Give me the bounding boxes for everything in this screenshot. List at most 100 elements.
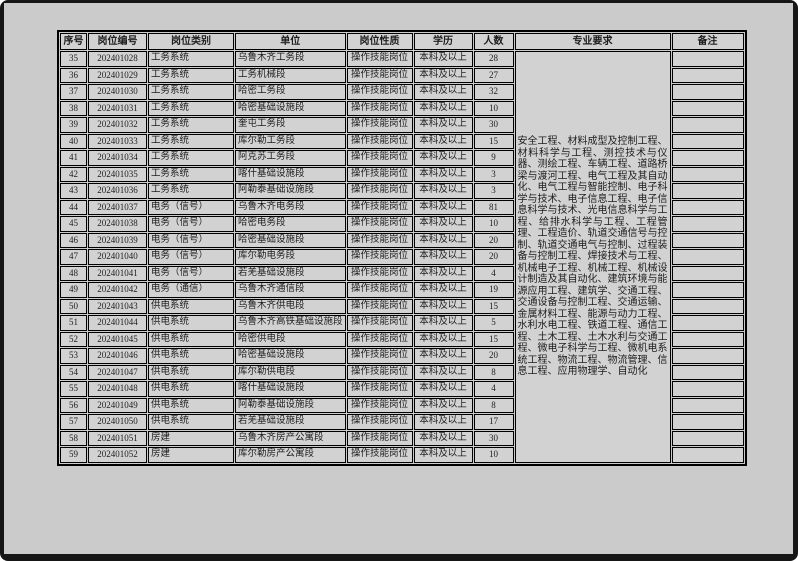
- remark-cell: [671, 397, 744, 413]
- cell-code: 202401048: [88, 381, 147, 397]
- remark-cell: [671, 381, 744, 397]
- cell-serial: 49: [60, 282, 87, 298]
- table-row: 57 202401050 供电系统 若羌基础设施段 操作技能岗位 本科及以上 17: [60, 414, 744, 430]
- cell-count: 10: [473, 100, 514, 116]
- cell-category: 供电系统: [148, 364, 234, 380]
- cell-category: 供电系统: [148, 414, 234, 430]
- cell-education: 本科及以上: [413, 298, 473, 314]
- remark-cell: [671, 447, 744, 463]
- cell-category: 电务（信号）: [148, 249, 234, 265]
- cell-education: 本科及以上: [413, 381, 473, 397]
- cell-code: 202401028: [88, 51, 147, 67]
- cell-code: 202401050: [88, 414, 147, 430]
- cell-code: 202401044: [88, 315, 147, 331]
- cell-category: 电务（通信）: [148, 282, 234, 298]
- cell-unit: 奎屯工务段: [235, 117, 346, 133]
- cell-category: 工务系统: [148, 183, 234, 199]
- cell-serial: 38: [60, 100, 87, 116]
- table-row: 52 202401045 供电系统 哈密供电段 操作技能岗位 本科及以上 15: [60, 331, 744, 347]
- cell-education: 本科及以上: [413, 117, 473, 133]
- column-header-7: 专业要求: [514, 33, 671, 50]
- table-row: 36 202401029 工务系统 工务机械段 操作技能岗位 本科及以上 27: [60, 67, 744, 83]
- cell-nature: 操作技能岗位: [346, 67, 413, 83]
- cell-education: 本科及以上: [413, 133, 473, 149]
- cell-code: 202401046: [88, 348, 147, 364]
- remark-cell: [671, 216, 744, 232]
- cell-category: 供电系统: [148, 298, 234, 314]
- cell-count: 15: [473, 298, 514, 314]
- table-row: 47 202401040 电务（信号） 库尔勒电务段 操作技能岗位 本科及以上 20: [60, 249, 744, 265]
- cell-code: 202401052: [88, 447, 147, 463]
- cell-education: 本科及以上: [413, 447, 473, 463]
- cell-count: 19: [473, 282, 514, 298]
- cell-count: 3: [473, 183, 514, 199]
- cell-code: 202401038: [88, 216, 147, 232]
- cell-category: 工务系统: [148, 133, 234, 149]
- cell-count: 4: [473, 265, 514, 281]
- cell-category: 工务系统: [148, 84, 234, 100]
- cell-nature: 操作技能岗位: [346, 183, 413, 199]
- cell-nature: 操作技能岗位: [346, 447, 413, 463]
- cell-education: 本科及以上: [413, 216, 473, 232]
- remark-cell: [671, 430, 744, 446]
- cell-count: 20: [473, 232, 514, 248]
- cell-category: 供电系统: [148, 315, 234, 331]
- cell-nature: 操作技能岗位: [346, 364, 413, 380]
- cell-unit: 阿克苏工务段: [235, 150, 346, 166]
- cell-education: 本科及以上: [413, 84, 473, 100]
- cell-nature: 操作技能岗位: [346, 414, 413, 430]
- cell-serial: 56: [60, 397, 87, 413]
- cell-code: 202401031: [88, 100, 147, 116]
- table-container: 序号 岗位编号 岗位类别 单位 岗位性质 学历 人数 专业要求 备注 35 202401028 工务…: [57, 30, 747, 466]
- cell-count: 15: [473, 331, 514, 347]
- cell-nature: 操作技能岗位: [346, 397, 413, 413]
- cell-count: 27: [473, 67, 514, 83]
- cell-category: 房建: [148, 430, 234, 446]
- cell-count: 20: [473, 249, 514, 265]
- table-row: 35 202401028 工务系统 乌鲁木齐工务段 操作技能岗位 本科及以上 28 安全工程、…: [60, 51, 744, 463]
- cell-education: 本科及以上: [413, 249, 473, 265]
- cell-nature: 操作技能岗位: [346, 430, 413, 446]
- cell-education: 本科及以上: [413, 282, 473, 298]
- table-row: 43 202401036 工务系统 阿勒泰基础设施段 操作技能岗位 本科及以上 3: [60, 183, 744, 199]
- cell-unit: 库尔勒供电段: [235, 364, 346, 380]
- cell-unit: 喀什基础设施段: [235, 381, 346, 397]
- cell-nature: 操作技能岗位: [346, 315, 413, 331]
- cell-unit: 哈密工务段: [235, 84, 346, 100]
- cell-category: 电务（信号）: [148, 265, 234, 281]
- cell-unit: 若羌基础设施段: [235, 265, 346, 281]
- cell-nature: 操作技能岗位: [346, 298, 413, 314]
- cell-nature: 操作技能岗位: [346, 51, 413, 67]
- cell-serial: 42: [60, 166, 87, 182]
- remark-cell: [671, 348, 744, 364]
- remark-cell: [671, 150, 744, 166]
- cell-category: 供电系统: [148, 381, 234, 397]
- column-header-2: 岗位类别: [148, 33, 234, 50]
- cell-education: 本科及以上: [413, 67, 473, 83]
- column-header-5: 学历: [413, 33, 473, 50]
- cell-serial: 51: [60, 315, 87, 331]
- remark-cell: [671, 133, 744, 149]
- cell-nature: 操作技能岗位: [346, 199, 413, 215]
- cell-category: 电务（信号）: [148, 232, 234, 248]
- remark-cell: [671, 249, 744, 265]
- table-row: 41 202401034 工务系统 阿克苏工务段 操作技能岗位 本科及以上 9: [60, 150, 744, 166]
- cell-category: 供电系统: [148, 331, 234, 347]
- cell-serial: 47: [60, 249, 87, 265]
- table-row: 40 202401033 工务系统 库尔勒工务段 操作技能岗位 本科及以上 15: [60, 133, 744, 149]
- table-row: 39 202401032 工务系统 奎屯工务段 操作技能岗位 本科及以上 30: [60, 117, 744, 133]
- table-row: 46 202401039 电务（信号） 哈密基础设施段 操作技能岗位 本科及以上 20: [60, 232, 744, 248]
- cell-code: 202401049: [88, 397, 147, 413]
- remark-cell: [671, 265, 744, 281]
- cell-code: 202401034: [88, 150, 147, 166]
- cell-code: 202401045: [88, 331, 147, 347]
- cell-unit: 乌鲁木齐供电段: [235, 298, 346, 314]
- cell-serial: 48: [60, 265, 87, 281]
- table-row: 45 202401038 电务（信号） 哈密电务段 操作技能岗位 本科及以上 10: [60, 216, 744, 232]
- cell-count: 20: [473, 348, 514, 364]
- cell-serial: 57: [60, 414, 87, 430]
- column-header-3: 单位: [235, 33, 346, 50]
- table-row: 42 202401035 工务系统 喀什基础设施段 操作技能岗位 本科及以上 3: [60, 166, 744, 182]
- table-row: 51 202401044 供电系统 乌鲁木齐高铁基础设施段 操作技能岗位 本科及以上 5: [60, 315, 744, 331]
- cell-serial: 44: [60, 199, 87, 215]
